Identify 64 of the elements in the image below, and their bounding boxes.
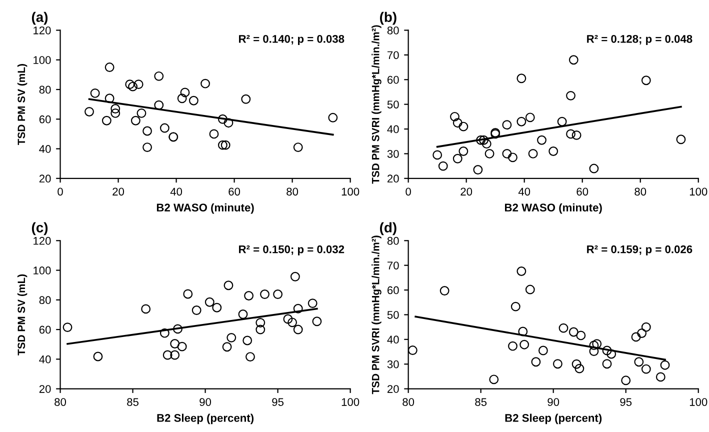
y-tick-label: 40 — [39, 145, 51, 153]
annotation: R² = 0.140; p = 0.038 — [239, 34, 344, 46]
y-tick-label: 50 — [387, 310, 399, 319]
y-tick-label: 80 — [387, 236, 399, 245]
x-tick-label: 95 — [620, 398, 632, 406]
x-tick-label: 100 — [342, 188, 360, 196]
x-tick-label: 40 — [518, 188, 530, 196]
x-tick-label: 20 — [460, 188, 472, 196]
y-tick-label: 30 — [387, 150, 399, 158]
y-axis-title: TSD PM SVRI (mmHg*L/min./m²) — [372, 236, 382, 394]
x-tick-label: 80 — [54, 398, 66, 406]
x-tick-label: 60 — [576, 188, 588, 196]
y-tick-label: 30 — [387, 360, 399, 368]
chart-title: (d) — [380, 222, 396, 236]
y-tick-label: 40 — [387, 336, 399, 344]
x-tick-label: 90 — [200, 398, 212, 406]
y-tick-label: 100 — [34, 266, 51, 274]
y-tick-label: 60 — [388, 76, 399, 84]
y-axis-title: TSD PM SV (mL) — [17, 64, 28, 146]
annotation: R² = 0.159; p = 0.026 — [587, 245, 692, 256]
x-tick-label: 90 — [548, 398, 560, 406]
annotation: R² = 0.128; p = 0.048 — [587, 34, 692, 46]
y-tick-label: 20 — [39, 174, 51, 183]
y-tick-label: 20 — [39, 385, 51, 393]
x-tick-label: 80 — [634, 188, 646, 196]
x-tick-label: 100 — [342, 398, 360, 406]
x-tick-label: 100 — [690, 188, 708, 196]
x-tick-label: 40 — [170, 188, 182, 196]
x-tick-label: 0 — [58, 188, 63, 196]
x-tick-label: 0 — [406, 188, 411, 196]
x-axis-title: B2 Sleep (percent) — [157, 414, 254, 424]
y-tick-label: 20 — [387, 385, 399, 393]
y-axis-title: TSD PM SVRI (mmHg*L/min./m²) — [372, 25, 382, 184]
y-tick-label: 40 — [387, 125, 399, 134]
y-tick-label: 60 — [39, 326, 51, 334]
y-tick-label: 80 — [387, 26, 399, 34]
chart-title: (b) — [380, 12, 396, 25]
x-axis-title: B2 WASO (minute) — [156, 203, 254, 214]
x-tick-label: 60 — [228, 188, 240, 196]
y-tick-label: 60 — [39, 115, 51, 124]
y-tick-label: 60 — [388, 286, 399, 294]
y-tick-label: 120 — [34, 236, 51, 245]
y-tick-label: 70 — [388, 262, 399, 270]
annotation: R² = 0.150; p = 0.032 — [239, 245, 344, 256]
y-tick-label: 80 — [39, 86, 51, 94]
y-axis-title: TSD PM SV (mL) — [17, 274, 28, 356]
x-axis-title: B2 WASO (minute) — [505, 203, 602, 214]
x-tick-label: 100 — [690, 398, 708, 406]
y-tick-label: 100 — [34, 56, 51, 64]
y-tick-label: 80 — [39, 296, 51, 304]
y-tick-label: 50 — [387, 100, 399, 108]
y-tick-label: 70 — [388, 51, 399, 60]
y-tick-label: 20 — [387, 174, 399, 183]
x-tick-label: 85 — [475, 398, 487, 406]
x-tick-label: 20 — [112, 188, 124, 196]
y-tick-label: 120 — [34, 26, 51, 34]
chart-title: (a) — [32, 12, 48, 25]
chart-title: (c) — [32, 222, 48, 236]
x-tick-label: 85 — [127, 398, 138, 406]
x-tick-label: 80 — [286, 188, 298, 196]
x-tick-label: 95 — [272, 398, 284, 406]
x-axis-title: B2 Sleep (percent) — [505, 414, 602, 424]
x-tick-label: 80 — [402, 398, 414, 406]
y-tick-label: 40 — [39, 355, 51, 364]
